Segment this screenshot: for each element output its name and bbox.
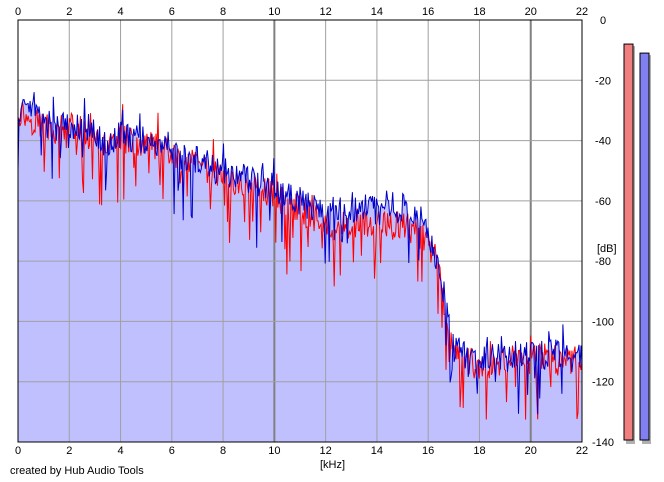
y-tick-label-3: -60	[595, 196, 611, 208]
x-axis-label: [kHz]	[320, 459, 345, 471]
x-tick-label-top-9: 18	[473, 6, 485, 18]
y-tick-label-5: -100	[592, 316, 614, 328]
x-tick-label-bottom-9: 18	[473, 445, 485, 457]
y-tick-label-2: -40	[595, 136, 611, 148]
spectrum-fill	[18, 92, 582, 442]
x-tick-label-top-5: 10	[268, 6, 280, 18]
level-meter-left	[623, 43, 634, 441]
y-axis-label: [dB]	[597, 243, 617, 255]
x-tick-label-bottom-6: 12	[320, 445, 332, 457]
x-tick-label-top-11: 22	[576, 6, 588, 18]
credit-text: created by Hub Audio Tools	[10, 465, 144, 477]
y-tick-label-0: 0	[600, 15, 606, 27]
series-line-right	[17, 92, 583, 415]
x-tick-label-top-4: 8	[220, 6, 226, 18]
x-tick-label-bottom-1: 2	[66, 445, 72, 457]
x-tick-label-bottom-0: 0	[15, 445, 21, 457]
y-tick-label-4: -80	[595, 256, 611, 268]
x-tick-label-bottom-5: 10	[268, 445, 280, 457]
plot-frame	[17, 19, 583, 443]
x-tick-label-bottom-7: 14	[371, 445, 383, 457]
x-tick-label-top-1: 2	[66, 6, 72, 18]
y-tick-label-7: -140	[592, 437, 614, 449]
x-tick-label-bottom-10: 20	[525, 445, 537, 457]
x-tick-label-bottom-11: 22	[576, 445, 588, 457]
x-tick-label-top-6: 12	[320, 6, 332, 18]
x-tick-label-top-3: 6	[169, 6, 175, 18]
x-tick-label-top-0: 0	[15, 6, 21, 18]
x-tick-label-bottom-8: 16	[422, 445, 434, 457]
x-tick-label-top-8: 16	[422, 6, 434, 18]
level-meter-right	[639, 52, 650, 441]
y-tick-label-1: -20	[595, 75, 611, 87]
y-tick-label-6: -120	[592, 377, 614, 389]
level-meters	[623, 43, 651, 445]
x-tick-label-bottom-3: 6	[169, 445, 175, 457]
x-tick-label-bottom-2: 4	[117, 445, 123, 457]
series-layer	[17, 92, 583, 420]
axis-layer: 002244668810101212141416161818202022220-…	[15, 6, 614, 457]
x-tick-label-top-2: 4	[117, 6, 123, 18]
x-tick-label-top-7: 14	[371, 6, 383, 18]
x-tick-label-bottom-4: 8	[220, 445, 226, 457]
spectrum-fill-layer	[18, 92, 582, 442]
x-tick-label-top-10: 20	[525, 6, 537, 18]
